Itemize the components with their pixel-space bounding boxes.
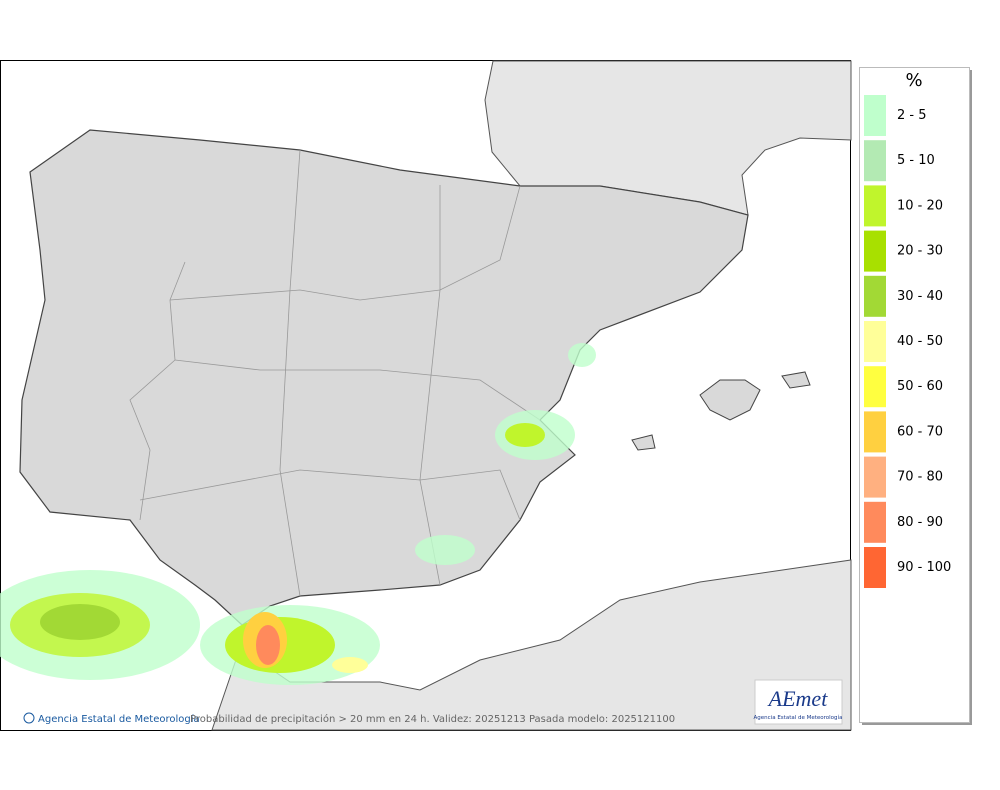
mallorca [699,379,761,421]
agency-credit: Agencia Estatal de Meteorología [23,712,200,725]
legend: % 2 - 5 5 - 10 10 - 20 20 - 30 30 - 40 40 - 5… [859,67,972,725]
caption: Probabilidad de precipitación > 20 mm en… [190,713,675,725]
legend-swatch [864,501,886,543]
legend-swatch [864,95,886,136]
logo-subtitle: Agencia Estatal de Meteorología [754,714,843,721]
iberia [19,129,749,626]
map: Agencia Estatal de Meteorología Probabil… [0,60,852,731]
menorca [781,371,811,389]
legend-label: 2 - 5 [897,108,927,123]
logo-box [754,679,843,725]
copyright-icon [23,712,35,724]
legend-swatch [864,411,886,453]
legend-label: 90 - 100 [897,560,951,575]
legend-label: 80 - 90 [897,515,943,530]
logo: AEmet Agencia Estatal de Meteorología [754,679,843,725]
legend-label: 20 - 30 [897,244,943,259]
legend-swatch [864,547,886,588]
legend-label: 40 - 50 [897,334,943,349]
legend-label: 50 - 60 [897,379,943,394]
legend-title: % [905,70,922,91]
legend-label: 10 - 20 [897,198,943,213]
legend-swatch [864,321,886,362]
legend-swatch [864,366,886,408]
legend-label: 30 - 40 [897,289,943,304]
legend-swatch [864,230,886,272]
logo-name: AEmet [767,686,829,711]
legend-label: 70 - 80 [897,470,943,485]
borders [129,149,541,597]
probability-areas [0,343,596,685]
legend-label: 60 - 70 [897,424,943,439]
agency-name: Agencia Estatal de Meteorología [38,713,200,725]
legend-swatch [864,140,886,182]
legend-swatch [864,185,886,227]
ibiza [631,434,656,451]
legend-swatch [864,456,886,498]
legend-swatch [864,275,886,317]
legend-label: 5 - 10 [897,153,935,168]
